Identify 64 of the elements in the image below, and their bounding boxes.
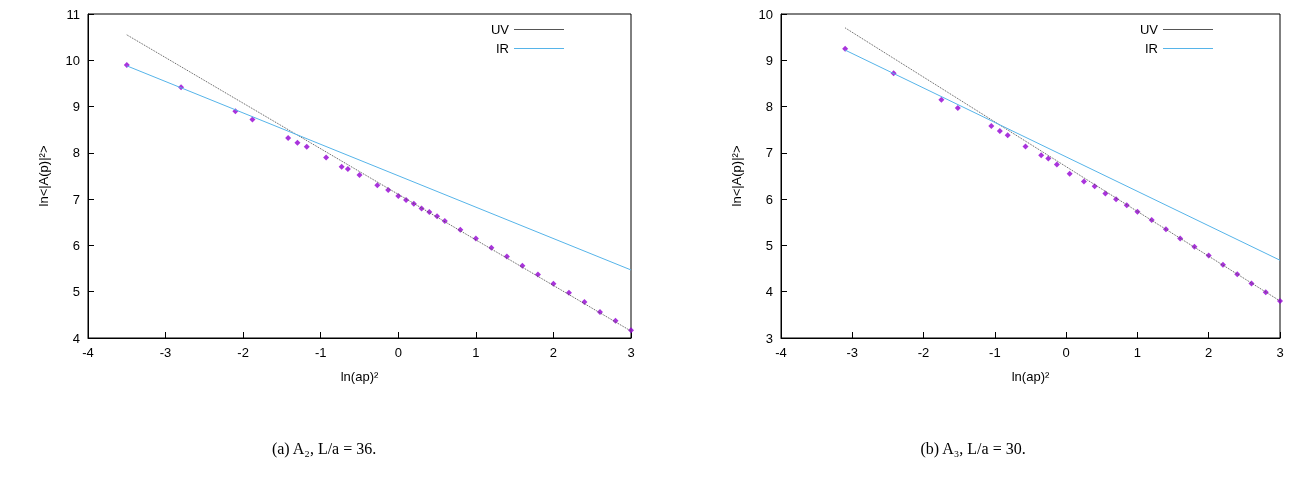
y-axis-title: ln<|A(p)|²>: [728, 145, 744, 207]
point: [1044, 155, 1051, 162]
point: [841, 45, 848, 52]
x-tick-label: -4: [82, 345, 94, 360]
x-axis-title: ln(ap)²: [1011, 369, 1050, 384]
x-tick-label: 1: [1133, 345, 1141, 360]
x-tick-label: -2: [917, 345, 929, 360]
y-tick-label: 11: [66, 6, 80, 22]
y-tick-label: 5: [72, 284, 80, 300]
point: [285, 135, 292, 142]
y-tick-label: 10: [758, 6, 773, 22]
x-tick-label: -3: [846, 345, 858, 360]
x-axis-title: ln(ap)²: [340, 369, 379, 384]
y-tick-label: 4: [765, 284, 773, 300]
point: [323, 154, 330, 161]
x-tick-label: 1: [472, 345, 480, 360]
y-tick-label: 9: [765, 52, 773, 68]
y-tick-label: 9: [72, 99, 80, 115]
y-tick-label: 3: [765, 330, 773, 346]
legend-label: UV: [490, 22, 510, 37]
point: [954, 104, 961, 111]
x-tick-label: 0: [1062, 345, 1070, 360]
y-tick-label: 10: [65, 52, 80, 68]
y-tick-label: 7: [72, 191, 80, 207]
point: [1080, 178, 1087, 185]
point: [356, 172, 363, 179]
x-tick-label: -1: [988, 345, 1001, 360]
y-tick-label: 8: [72, 145, 80, 161]
point: [1053, 161, 1060, 168]
y-tick-label: 7: [765, 145, 773, 161]
point: [937, 96, 944, 103]
point: [987, 123, 994, 130]
point: [249, 116, 256, 123]
y-tick-label: 4: [72, 330, 80, 346]
point: [1066, 170, 1073, 177]
point: [1037, 152, 1044, 159]
point: [374, 182, 381, 189]
x-tick-label: -2: [237, 345, 249, 360]
x-tick-label: 0: [394, 345, 402, 360]
x-tick-label: -4: [774, 345, 787, 360]
x-tick-label: 3: [627, 345, 635, 360]
point: [996, 128, 1003, 135]
point: [294, 139, 301, 146]
x-tick-label: -1: [314, 345, 327, 360]
point: [1004, 132, 1011, 139]
y-tick-label: 5: [765, 237, 773, 253]
text: (a) A₂, L/a = 36.: [271, 439, 377, 458]
y-tick-label: 8: [765, 99, 773, 115]
legend-label: IR: [1144, 41, 1158, 56]
point: [303, 143, 310, 150]
x-tick-label: 2: [1204, 345, 1212, 360]
x-tick-label: 2: [549, 345, 558, 360]
point: [338, 163, 345, 170]
legend-label: IR: [496, 41, 509, 56]
x-tick-label: -3: [159, 345, 172, 360]
point: [344, 166, 351, 173]
x-tick-label: 3: [1275, 345, 1284, 360]
y-tick-label: 6: [765, 191, 773, 207]
y-axis-title: ln<|A(p)|²>: [36, 145, 51, 207]
point: [1276, 297, 1283, 304]
legend-label: UV: [1139, 22, 1158, 37]
point: [1022, 143, 1029, 150]
text: (b) A₃, L/a = 30.: [919, 439, 1026, 458]
y-tick-label: 6: [72, 237, 80, 253]
